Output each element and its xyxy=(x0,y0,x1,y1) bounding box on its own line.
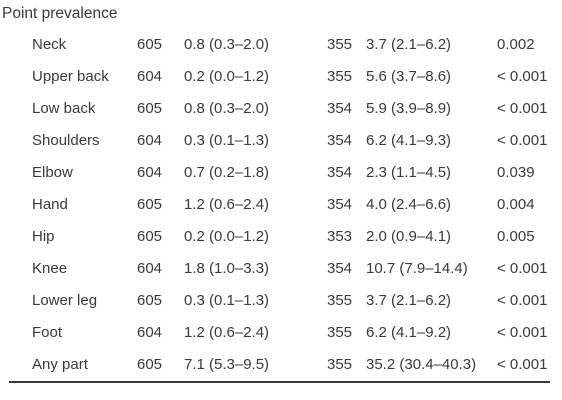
table-row: Elbow 604 0.7 (0.2–1.8) 354 2.3 (1.1–4.5) 0.0… xyxy=(0,157,562,189)
group1-prevalence-cell: 1.2 (0.6–2.4) xyxy=(184,196,270,213)
table-row: Foot 604 1.2 (0.6–2.4) 355 6.2 (4.1–9.2) < 0.… xyxy=(0,317,562,349)
group1-prevalence-cell: 0.3 (0.1–1.3) xyxy=(184,132,270,149)
group1-n-cell: 605 xyxy=(137,228,163,245)
group2-prevalence-cell: 2.0 (0.9–4.1) xyxy=(366,228,452,245)
group2-n-cell: 354 xyxy=(327,260,353,277)
table-row: Lower leg 605 0.3 (0.1–1.3) 355 3.7 (2.1–6.2… xyxy=(0,285,562,317)
group2-prevalence-cell: 3.7 (2.1–6.2) xyxy=(366,36,452,53)
group1-prevalence-cell: 0.7 (0.2–1.8) xyxy=(184,164,270,181)
group2-prevalence-cell: 3.7 (2.1–6.2) xyxy=(366,292,452,309)
group1-n-cell: 604 xyxy=(137,324,163,341)
group2-prevalence-cell: 2.3 (1.1–4.5) xyxy=(366,164,452,181)
body-site-cell: Any part xyxy=(32,356,88,373)
table-bottom-rule xyxy=(9,381,550,383)
body-site-cell: Low back xyxy=(32,100,96,117)
body-site-cell: Lower leg xyxy=(32,292,98,309)
group2-prevalence-cell: 6.2 (4.1–9.3) xyxy=(366,132,452,149)
body-site-cell: Neck xyxy=(32,36,67,53)
table-row: Low back 605 0.8 (0.3–2.0) 354 5.9 (3.9–8.9)… xyxy=(0,93,562,125)
table-row: Hip 605 0.2 (0.0–1.2) 353 2.0 (0.9–4.1) 0.005 xyxy=(0,221,562,253)
group2-n-cell: 354 xyxy=(327,164,353,181)
table-row: Neck 605 0.8 (0.3–2.0) 355 3.7 (2.1–6.2) 0.00… xyxy=(0,29,562,61)
p-value-cell: 0.039 xyxy=(497,164,535,181)
group1-n-cell: 604 xyxy=(137,164,163,181)
group2-prevalence-cell: 6.2 (4.1–9.2) xyxy=(366,324,452,341)
body-site-cell: Foot xyxy=(32,324,63,341)
body-site-cell: Shoulders xyxy=(32,132,100,149)
group1-n-cell: 605 xyxy=(137,196,163,213)
group2-prevalence-cell: 5.6 (3.7–8.6) xyxy=(366,68,452,85)
group2-prevalence-cell: 35.2 (30.4–40.3) xyxy=(366,356,477,373)
table-row: Any part 605 7.1 (5.3–9.5) 355 35.2 (30.4–40… xyxy=(0,349,562,381)
group2-n-cell: 355 xyxy=(327,356,353,373)
p-value-cell: < 0.001 xyxy=(497,324,548,341)
group1-prevalence-cell: 1.2 (0.6–2.4) xyxy=(184,324,270,341)
group1-prevalence-cell: 0.8 (0.3–2.0) xyxy=(184,36,270,53)
body-site-cell: Hand xyxy=(32,196,68,213)
prevalence-table-body: Neck 605 0.8 (0.3–2.0) 355 3.7 (2.1–6.2) 0.00… xyxy=(0,29,562,381)
p-value-cell: 0.005 xyxy=(497,228,535,245)
group1-prevalence-cell: 7.1 (5.3–9.5) xyxy=(184,356,270,373)
group2-n-cell: 355 xyxy=(327,324,353,341)
group1-prevalence-cell: 0.8 (0.3–2.0) xyxy=(184,100,270,117)
group1-n-cell: 605 xyxy=(137,356,163,373)
section-title: Point prevalence xyxy=(2,5,118,22)
group2-n-cell: 355 xyxy=(327,292,353,309)
group1-n-cell: 605 xyxy=(137,36,163,53)
group1-n-cell: 604 xyxy=(137,132,163,149)
group2-n-cell: 353 xyxy=(327,228,353,245)
body-site-cell: Knee xyxy=(32,260,68,277)
group2-prevalence-cell: 4.0 (2.4–6.6) xyxy=(366,196,452,213)
p-value-cell: < 0.001 xyxy=(497,68,548,85)
group1-prevalence-cell: 0.2 (0.0–1.2) xyxy=(184,68,270,85)
group2-n-cell: 355 xyxy=(327,36,353,53)
p-value-cell: < 0.001 xyxy=(497,100,548,117)
table-row: Shoulders 604 0.3 (0.1–1.3) 354 6.2 (4.1–9.3… xyxy=(0,125,562,157)
group2-n-cell: 354 xyxy=(327,100,353,117)
group1-prevalence-cell: 0.3 (0.1–1.3) xyxy=(184,292,270,309)
p-value-cell: 0.002 xyxy=(497,36,535,53)
p-value-cell: 0.004 xyxy=(497,196,535,213)
group1-n-cell: 605 xyxy=(137,292,163,309)
group2-prevalence-cell: 5.9 (3.9–8.9) xyxy=(366,100,452,117)
group1-prevalence-cell: 0.2 (0.0–1.2) xyxy=(184,228,270,245)
p-value-cell: < 0.001 xyxy=(497,292,548,309)
p-value-cell: < 0.001 xyxy=(497,260,548,277)
body-site-cell: Hip xyxy=(32,228,55,245)
body-site-cell: Upper back xyxy=(32,68,109,85)
group2-n-cell: 354 xyxy=(327,196,353,213)
body-site-cell: Elbow xyxy=(32,164,73,181)
group2-n-cell: 354 xyxy=(327,132,353,149)
group1-n-cell: 604 xyxy=(137,68,163,85)
table-row: Upper back 604 0.2 (0.0–1.2) 355 5.6 (3.7–8.… xyxy=(0,61,562,93)
table-row: Hand 605 1.2 (0.6–2.4) 354 4.0 (2.4–6.6) 0.00… xyxy=(0,189,562,221)
group1-n-cell: 604 xyxy=(137,260,163,277)
p-value-cell: < 0.001 xyxy=(497,356,548,373)
group2-n-cell: 355 xyxy=(327,68,353,85)
group1-n-cell: 605 xyxy=(137,100,163,117)
group1-prevalence-cell: 1.8 (1.0–3.3) xyxy=(184,260,270,277)
p-value-cell: < 0.001 xyxy=(497,132,548,149)
group2-prevalence-cell: 10.7 (7.9–14.4) xyxy=(366,260,468,277)
table-row: Knee 604 1.8 (1.0–3.3) 354 10.7 (7.9–14.4) < … xyxy=(0,253,562,285)
